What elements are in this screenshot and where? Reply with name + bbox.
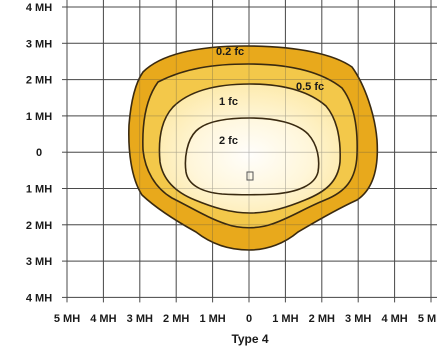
y-tick-label: 4 MH — [26, 292, 52, 304]
contour-label-1fc: 1 fc — [219, 96, 238, 108]
contour-2fc-line — [184, 117, 320, 196]
contour-label-0.5fc: 0.5 fc — [296, 81, 324, 93]
contour-label-2fc: 2 fc — [219, 135, 238, 147]
contour-1fc-line — [158, 83, 341, 214]
x-axis-labels: 5 MH 4 MH 3 MH 2 MH 1 MH 0 1 MH 2 MH 3 MH 4 MH 5 M… — [54, 297, 437, 325]
x-tick-label: 2 MH — [309, 313, 335, 325]
contour-0.5fc-line — [142, 63, 358, 229]
x-tick-label: 3 MH — [345, 313, 371, 325]
y-tick-label: 1 MH — [26, 111, 52, 123]
x-tick-label: 0 — [246, 313, 252, 325]
y-tick-label: 1 MH — [26, 184, 52, 196]
x-tick-label: 4 MH — [90, 313, 116, 325]
x-tick-label: 5 MH — [418, 313, 437, 325]
y-tick-label: 2 MH — [26, 220, 52, 232]
x-tick-label: 3 MH — [127, 313, 153, 325]
x-tick-label: 2 MH — [163, 313, 189, 325]
inner-glow — [159, 84, 341, 213]
grid-overlay — [66, 0, 437, 298]
contour-label-0.2fc: 0.2 fc — [216, 46, 244, 58]
y-tick-label: 3 MH — [26, 256, 52, 268]
luminaire-icon — [246, 171, 254, 181]
x-tick-label: 1 MH — [272, 313, 298, 325]
diagram-caption: Type 4 — [231, 332, 268, 346]
x-tick-label: 4 MH — [381, 313, 407, 325]
contour-0.2fc-line — [128, 45, 379, 251]
y-axis-labels: 4 MH 3 MH 2 MH 1 MH 0 1 MH 2 MH 3 MH 4 MH — [26, 2, 67, 304]
x-tick-label: 1 MH — [199, 313, 225, 325]
y-tick-label: 4 MH — [26, 2, 52, 14]
y-tick-label: 0 — [36, 147, 42, 159]
y-tick-label: 2 MH — [26, 75, 52, 87]
y-tick-label: 3 MH — [26, 38, 52, 50]
x-tick-label: 5 MH — [54, 313, 80, 325]
